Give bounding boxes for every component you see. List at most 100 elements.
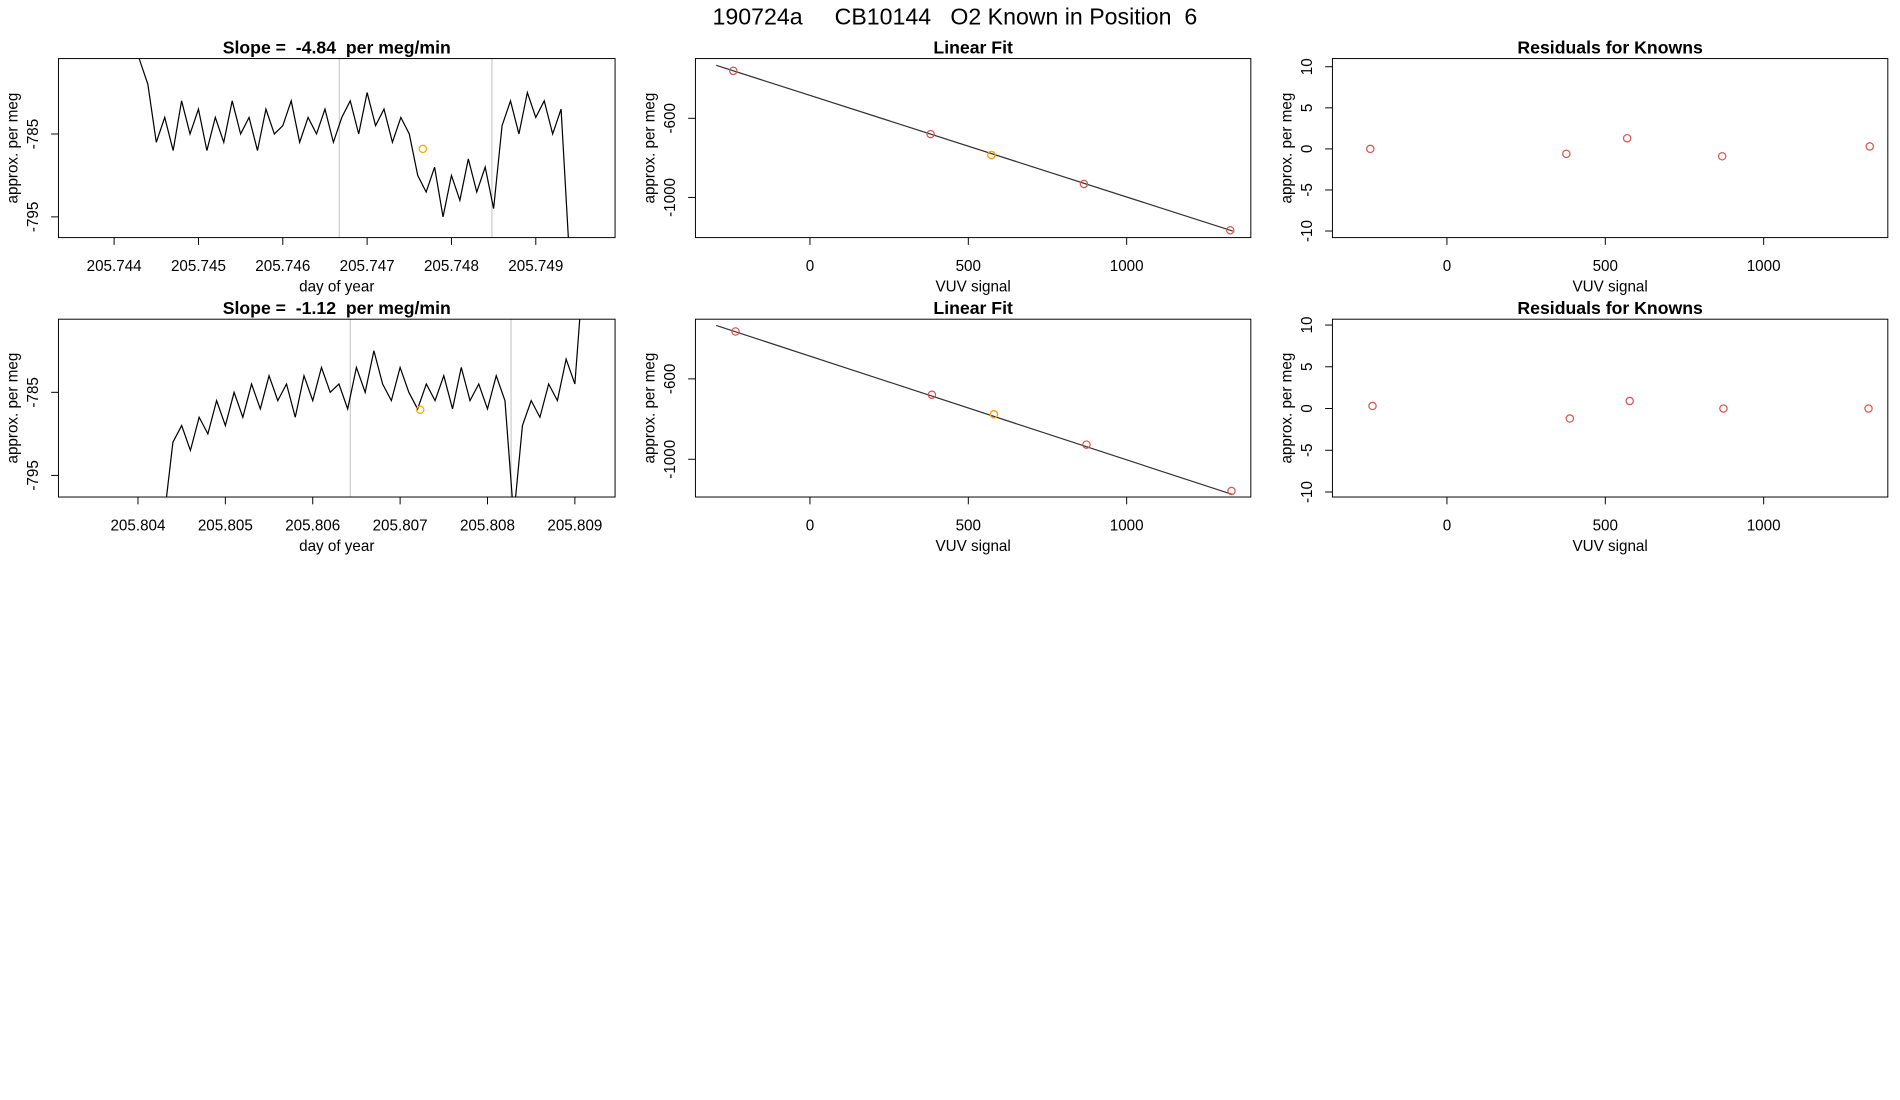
y-tick-label: -1000 xyxy=(662,178,679,217)
y-tick-label: 5 xyxy=(1299,104,1316,112)
panel xyxy=(716,324,1236,496)
y-axis-label: approx. per meg xyxy=(1278,93,1295,204)
y-axis-label: approx. per meg xyxy=(4,93,21,204)
data-point xyxy=(1368,401,1377,411)
panel-title: Residuals for Knowns xyxy=(1517,298,1703,318)
plot-frame xyxy=(1331,318,1889,498)
data-point xyxy=(729,66,738,76)
x-tick-label: 205.808 xyxy=(460,517,515,534)
y-tick-label: -10 xyxy=(1299,220,1316,242)
data-point xyxy=(927,390,937,400)
panel xyxy=(1368,396,1873,423)
y-axis-label: approx. per meg xyxy=(641,93,658,204)
y-tick-label: -795 xyxy=(25,460,42,490)
data-point xyxy=(1565,414,1575,423)
x-tick-label: 1000 xyxy=(1110,517,1144,534)
x-tick-label: 1000 xyxy=(1110,258,1144,275)
data-point xyxy=(1864,404,1873,413)
panel-title: Linear Fit xyxy=(933,298,1013,318)
panel xyxy=(138,58,569,238)
x-tick-label: 500 xyxy=(956,258,981,275)
x-tick-label: 205.746 xyxy=(255,258,310,275)
x-tick-label: 205.807 xyxy=(373,517,428,534)
x-tick-label: 0 xyxy=(1443,258,1451,275)
y-tick-label: -785 xyxy=(25,119,42,149)
x-tick-label: 0 xyxy=(1443,517,1451,534)
data-point xyxy=(1562,149,1571,159)
y-axis-label: approx. per meg xyxy=(1278,353,1295,464)
plot-frame xyxy=(694,58,1252,239)
panel-title: Residuals for Knowns xyxy=(1517,37,1703,57)
x-axis-label: VUV signal xyxy=(935,279,1010,296)
x-axis-label: day of year xyxy=(299,279,374,296)
y-tick-label: -600 xyxy=(662,364,679,394)
data-point xyxy=(1225,226,1235,235)
x-tick-label: 0 xyxy=(806,517,814,534)
panel xyxy=(1366,133,1875,161)
plot-frame xyxy=(1331,58,1889,239)
x-tick-label: 205.744 xyxy=(87,258,143,275)
x-tick-label: 500 xyxy=(1593,258,1618,275)
x-tick-label: 500 xyxy=(956,517,981,534)
x-axis-label: VUV signal xyxy=(1572,279,1647,296)
y-tick-label: 5 xyxy=(1299,363,1316,371)
fit-line xyxy=(716,324,1233,496)
y-tick-label: 0 xyxy=(1299,404,1316,412)
x-axis-label: VUV signal xyxy=(935,538,1010,555)
x-tick-label: 1000 xyxy=(1747,517,1781,534)
panel-title: Slope = -1.12 per meg/min xyxy=(223,298,451,318)
data-point xyxy=(1227,486,1236,496)
x-tick-label: 500 xyxy=(1593,517,1618,534)
data-point xyxy=(926,129,935,139)
data-point xyxy=(1079,179,1089,189)
highlight-point xyxy=(989,409,999,419)
x-tick-label: 205.749 xyxy=(508,258,563,275)
y-tick-label: 0 xyxy=(1299,145,1316,153)
data-point xyxy=(1366,144,1375,154)
y-axis-label: approx. per meg xyxy=(4,353,21,464)
highlight-point xyxy=(418,144,428,154)
panel xyxy=(165,319,581,498)
data-point xyxy=(1082,440,1091,449)
data-point xyxy=(1865,142,1875,151)
y-tick-label: -1000 xyxy=(662,440,679,479)
data-point xyxy=(1625,396,1634,406)
x-tick-label: 0 xyxy=(806,258,814,275)
panel xyxy=(716,64,1235,235)
x-tick-label: 205.804 xyxy=(110,517,166,534)
y-tick-label: -795 xyxy=(25,202,42,232)
x-tick-label: 205.745 xyxy=(171,258,226,275)
y-tick-label: -5 xyxy=(1299,183,1316,197)
plot-frame xyxy=(694,318,1252,498)
x-tick-label: 205.747 xyxy=(340,258,395,275)
y-tick-label: 10 xyxy=(1299,317,1316,334)
y-tick-label: 10 xyxy=(1299,58,1316,75)
fit-line xyxy=(716,64,1233,232)
plot-frame xyxy=(57,58,616,239)
series-line xyxy=(165,319,581,498)
data-point xyxy=(1717,152,1727,161)
data-point xyxy=(1719,404,1728,413)
x-axis-label: day of year xyxy=(299,538,374,555)
x-tick-label: 205.806 xyxy=(285,517,340,534)
highlight-point xyxy=(987,150,996,160)
x-tick-label: 205.748 xyxy=(424,258,479,275)
page-title: 190724a CB10144 O2 Known in Position 6 xyxy=(713,3,1198,29)
plot-frame xyxy=(57,318,616,498)
y-tick-label: -10 xyxy=(1299,481,1316,503)
x-tick-label: 1000 xyxy=(1747,258,1781,275)
y-tick-label: -5 xyxy=(1299,443,1316,457)
panel-title: Linear Fit xyxy=(933,37,1013,57)
data-point xyxy=(731,327,740,336)
y-tick-label: -785 xyxy=(25,377,42,407)
x-tick-label: 205.805 xyxy=(198,517,253,534)
y-axis-label: approx. per meg xyxy=(641,353,658,464)
panel-title: Slope = -4.84 per meg/min xyxy=(223,37,451,57)
x-tick-label: 205.809 xyxy=(547,517,602,534)
x-axis-label: VUV signal xyxy=(1572,538,1647,555)
highlight-point xyxy=(415,405,425,415)
series-line xyxy=(138,58,569,238)
data-point xyxy=(1622,133,1632,143)
y-tick-label: -600 xyxy=(662,103,679,133)
